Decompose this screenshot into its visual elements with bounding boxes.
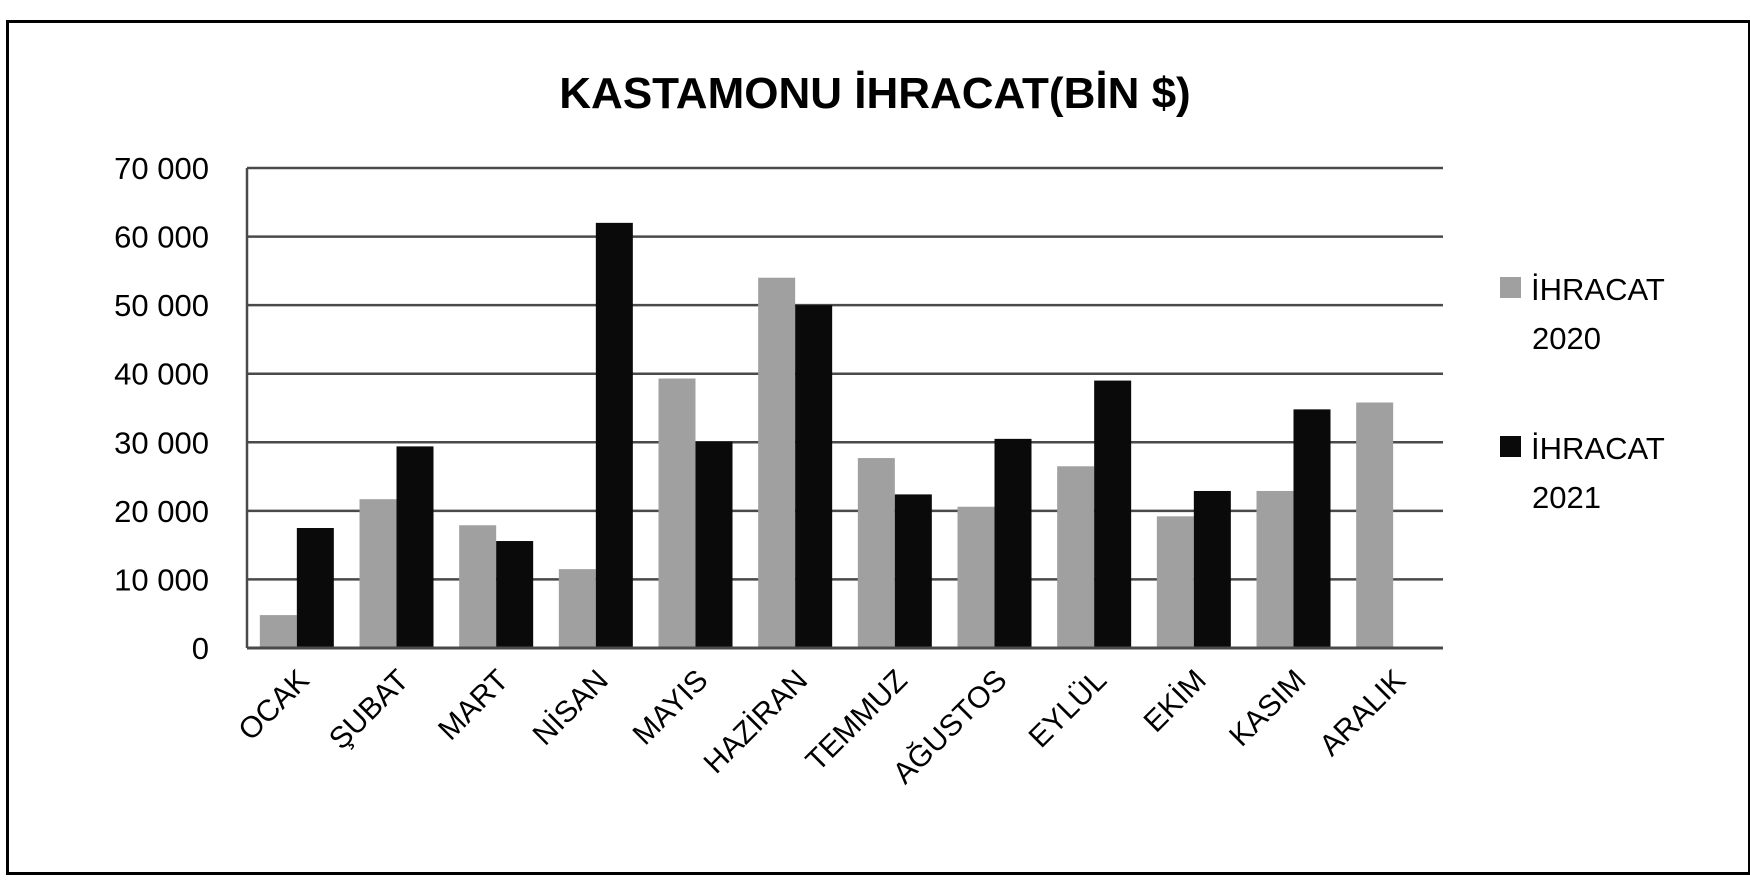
x-tick-label: EYLÜL (1023, 664, 1114, 755)
legend-swatch-2020 (1500, 277, 1521, 298)
x-tick-label: MAYIS (627, 664, 715, 752)
gridlines (247, 166, 1443, 581)
axes (245, 168, 1443, 650)
legend-label: İHRACAT (1531, 431, 1665, 466)
bar-2020 (459, 525, 497, 648)
x-tick-label: OCAK (232, 664, 315, 747)
bar-2020 (957, 506, 995, 648)
bar-2020 (1156, 516, 1194, 648)
legend-label: İHRACAT (1531, 272, 1665, 307)
chart-frame (6, 20, 1750, 875)
x-tick-label: EKİM (1138, 664, 1213, 739)
y-tick-label: 40 000 (114, 357, 209, 392)
y-tick-label: 0 (192, 631, 209, 666)
bars (259, 222, 1394, 648)
bar-2021 (795, 305, 833, 648)
y-axis-ticks: 0 10 000 20 000 30 000 40 000 50 000 60 000 70 … (114, 151, 209, 666)
bar-2021 (1193, 490, 1231, 648)
x-tick-label: MART (432, 664, 515, 747)
x-tick-label: HAZİRAN (698, 664, 814, 780)
bar-2021 (296, 528, 334, 648)
legend-label: 2020 (1532, 321, 1601, 356)
legend-swatch-2021 (1500, 436, 1521, 457)
bar-2020 (259, 615, 297, 648)
bar-2020 (359, 499, 397, 648)
bar-2021 (695, 441, 733, 648)
bar-2020 (1356, 402, 1394, 648)
bar-2021 (595, 222, 633, 648)
y-tick-label: 30 000 (114, 425, 209, 460)
y-tick-label: 70 000 (114, 151, 209, 186)
y-tick-label: 50 000 (114, 288, 209, 323)
bar-2020 (558, 569, 596, 648)
x-tick-label: ŞUBAT (323, 664, 415, 756)
x-tick-label: ARALIK (1313, 664, 1412, 763)
bar-2021 (994, 438, 1032, 648)
bar-2020 (1256, 490, 1294, 648)
y-tick-label: 20 000 (114, 494, 209, 529)
chart-title: KASTAMONU İHRACAT(BİN $) (559, 69, 1190, 118)
bar-2021 (1293, 409, 1331, 648)
y-tick-label: 10 000 (114, 562, 209, 597)
bar-2021 (1094, 380, 1132, 648)
bar-2020 (758, 277, 796, 648)
bar-2021 (396, 446, 434, 648)
y-tick-label: 60 000 (114, 220, 209, 255)
legend-label: 2021 (1532, 480, 1601, 515)
x-tick-label: NİSAN (527, 664, 615, 752)
bar-2021 (496, 541, 534, 648)
bar-2020 (658, 378, 696, 648)
bar-2020 (1057, 466, 1095, 648)
legend: İHRACAT 2020 İHRACAT 2021 (1500, 272, 1665, 515)
x-tick-label: KASIM (1223, 664, 1312, 753)
bar-2021 (894, 494, 932, 648)
bar-2020 (857, 458, 895, 648)
x-axis-ticks: OCAK ŞUBAT MART NİSAN MAYISHAZİRANTEMMUZAĞUS… (232, 664, 1412, 791)
